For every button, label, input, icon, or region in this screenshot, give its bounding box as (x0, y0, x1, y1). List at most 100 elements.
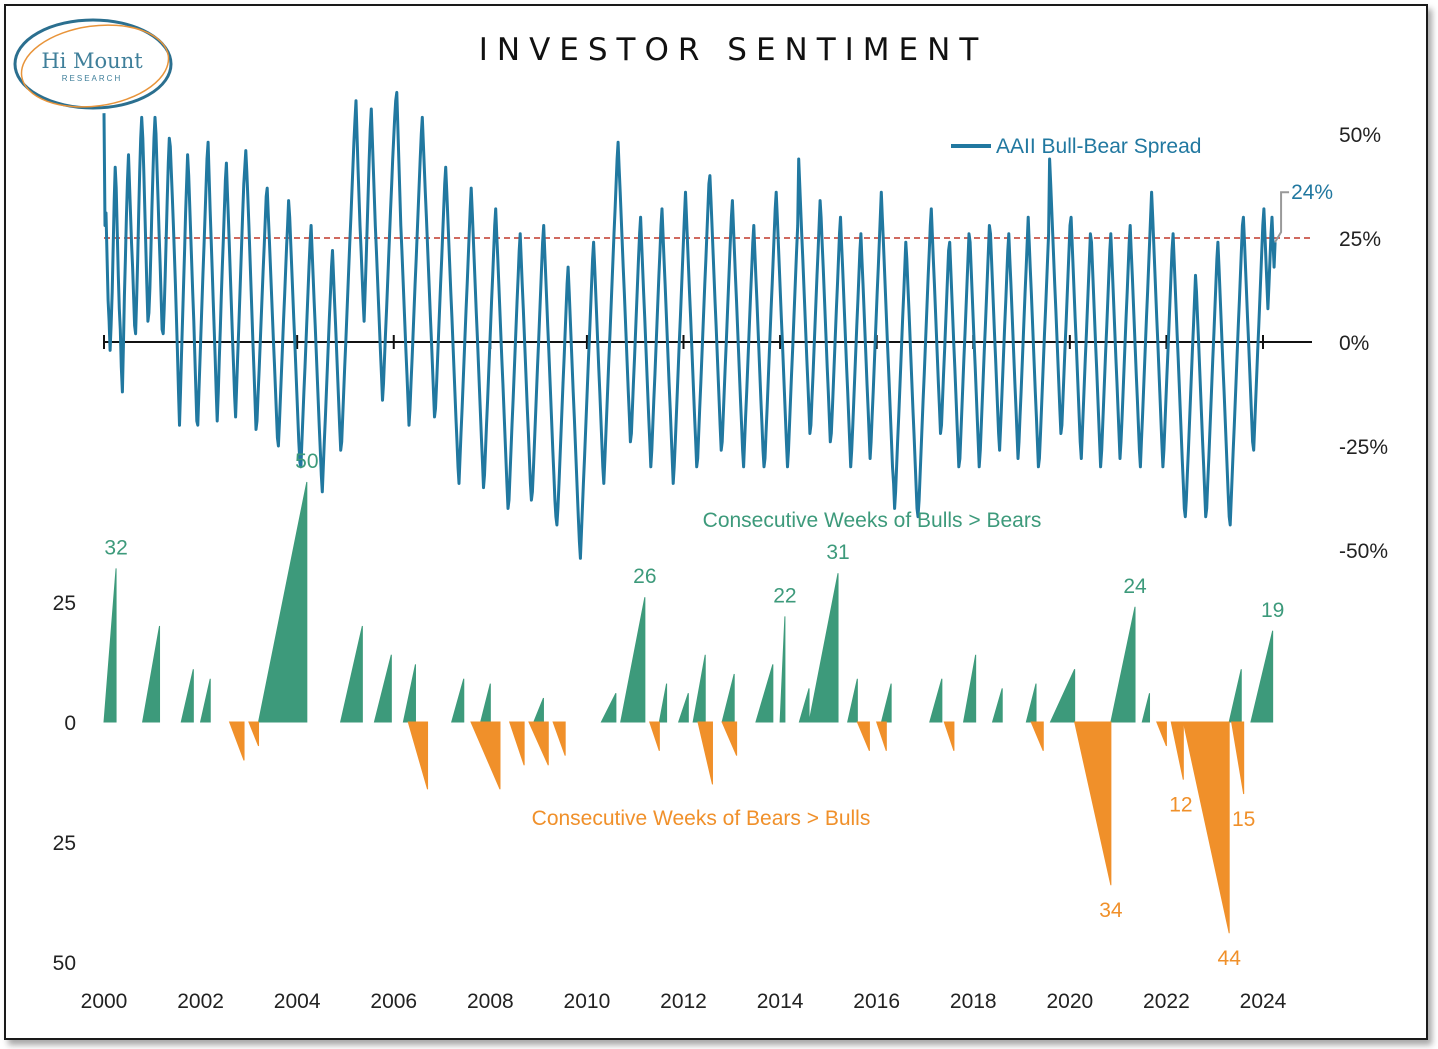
bear-streak-area (943, 721, 955, 751)
bear-streak-area (528, 721, 549, 766)
bear-streak-label: 15 (1232, 808, 1255, 831)
bull-streak-area (1141, 693, 1151, 723)
bull-streak-area (677, 693, 689, 723)
bull-streak-area (257, 481, 308, 723)
logo-name: Hi Mount (41, 49, 143, 73)
logo-subtitle: RESEARCH (62, 74, 122, 83)
bear-streak-area (228, 721, 245, 761)
bear-streak-label: 12 (1169, 794, 1192, 817)
y-tick-label-right: 0% (1339, 332, 1369, 355)
y-tick-label-left: 25 (53, 592, 76, 615)
x-tick-label: 2018 (950, 990, 997, 1013)
x-tick-label: 2012 (660, 990, 707, 1013)
x-tick-label: 2024 (1240, 990, 1287, 1013)
bear-streak-area (649, 721, 660, 751)
bull-streak-label: 24 (1123, 575, 1147, 598)
bear-streak-area (721, 721, 738, 756)
chart-title: INVESTOR SENTIMENT (479, 32, 988, 68)
bull-streak-area (620, 597, 646, 723)
bull-streak-area (142, 625, 161, 723)
bull-streak-area (929, 678, 943, 723)
bull-streak-area (658, 683, 668, 723)
bear-streak-area (1170, 721, 1184, 780)
bull-streak-area (880, 683, 892, 723)
bear-streak-area (1030, 721, 1044, 751)
bear-streak-area (1231, 721, 1245, 795)
bear-streak-area (407, 721, 429, 790)
streak-panel: 25 0 25 50 32 50 26 22 31 24 19 34 12 44 15 (53, 450, 1285, 975)
bear-streak-area (697, 721, 713, 785)
bear-streak-area (1156, 721, 1167, 747)
bull-streak-label: 22 (773, 584, 796, 607)
bull-streak-area (991, 688, 1003, 723)
bull-streak-area (1049, 668, 1076, 723)
bull-streak-area (1025, 683, 1037, 723)
bear-streak-area (248, 721, 260, 747)
investor-sentiment-chart: Hi Mount RESEARCH INVESTOR SENTIMENT 50%… (13, 18, 1388, 1013)
bull-streak-area (103, 568, 117, 723)
bear-streak-area (552, 721, 566, 756)
bull-streak-area (600, 692, 617, 723)
latest-value-leader (1274, 191, 1290, 243)
bull-streak-area (451, 678, 465, 723)
bull-streak-label: 32 (104, 536, 127, 559)
bull-streak-label: 31 (826, 541, 849, 564)
bear-streak-area (856, 721, 870, 751)
x-tick-label: 2020 (1046, 990, 1093, 1013)
x-tick-label: 2002 (177, 990, 224, 1013)
bull-streak-area (1228, 669, 1242, 723)
spread-line (102, 90, 1277, 560)
bull-streak-label: 19 (1261, 599, 1284, 622)
y-tick-label-left: 0 (64, 712, 76, 735)
bull-streak-area (402, 664, 416, 723)
y-tick-label-right: 50% (1339, 124, 1381, 147)
y-tick-label-right: 25% (1339, 228, 1381, 251)
bull-streak-area (480, 683, 491, 723)
bull-streak-area (1250, 630, 1274, 723)
bear-streak-label: 44 (1218, 947, 1242, 970)
bulls-streak-annotation: Consecutive Weeks of Bulls > Bears (703, 509, 1042, 532)
bull-streak-area (340, 625, 363, 723)
bear-streak-area (875, 721, 887, 751)
y-tick-label-right: -25% (1339, 436, 1388, 459)
bull-streak-area (808, 573, 839, 723)
bull-streak-area (798, 688, 810, 723)
bull-streak-label: 50 (295, 450, 318, 473)
x-tick-label: 2000 (81, 990, 128, 1013)
bull-streak-area (1110, 606, 1136, 723)
x-axis: 2000 2002 2004 2006 2008 2010 2012 2014 2016 2018… (81, 990, 1287, 1013)
bears-streak-annotation: Consecutive Weeks of Bears > Bulls (532, 807, 871, 830)
bull-streak-area (180, 669, 194, 723)
bull-streak-area (373, 654, 392, 723)
bull-streak-area (692, 654, 706, 723)
bull-streak-area (779, 616, 786, 723)
bull-streak-area (533, 697, 544, 723)
bull-streak-area (755, 664, 774, 723)
bull-streak-area (721, 673, 735, 723)
bull-streak-area (962, 654, 977, 723)
bull-streak-area (199, 678, 211, 723)
latest-value-label: 24% (1291, 181, 1333, 204)
bear-streak-area (470, 721, 501, 790)
spread-panel: 50% 25% 0% -25% -50% 24% (102, 90, 1388, 563)
x-tick-label: 2014 (757, 990, 804, 1013)
bear-streak-label: 34 (1099, 899, 1123, 922)
bear-streak-area (508, 721, 525, 766)
x-tick-label: 2022 (1143, 990, 1190, 1013)
bear-streak-area (1074, 721, 1112, 886)
chart-frame: Hi Mount RESEARCH INVESTOR SENTIMENT 50%… (4, 4, 1428, 1040)
y-tick-label-left: 50 (53, 952, 76, 975)
bull-streak-area (847, 678, 858, 723)
legend-label: AAII Bull-Bear Spread (996, 135, 1201, 158)
y-tick-label-left: 25 (53, 832, 76, 855)
hi-mount-logo: Hi Mount RESEARCH (13, 18, 173, 110)
x-tick-label: 2010 (564, 990, 611, 1013)
x-tick-label: 2008 (467, 990, 514, 1013)
y-tick-label-right: -50% (1339, 540, 1388, 563)
bear-streak-area (1182, 721, 1230, 934)
x-tick-label: 2006 (370, 990, 417, 1013)
x-tick-label: 2016 (853, 990, 900, 1013)
legend: AAII Bull-Bear Spread (951, 135, 1201, 158)
x-tick-label: 2004 (274, 990, 321, 1013)
bull-streak-label: 26 (633, 565, 656, 588)
